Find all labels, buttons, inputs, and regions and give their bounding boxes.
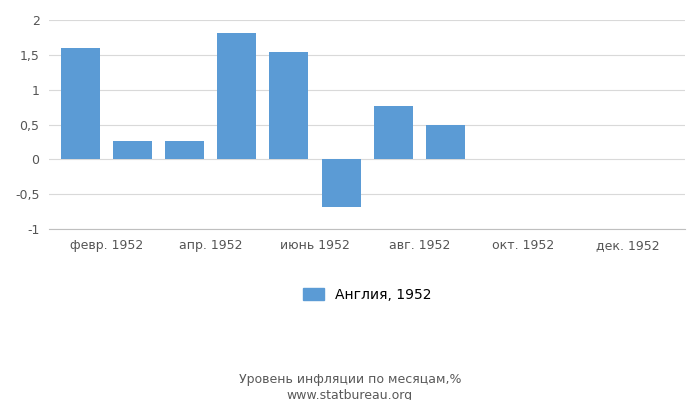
Bar <box>426 124 465 160</box>
Legend: Англия, 1952: Англия, 1952 <box>298 282 437 307</box>
Bar <box>165 141 204 160</box>
Bar <box>321 160 360 207</box>
Bar <box>270 52 309 160</box>
Text: Уровень инфляции по месяцам,%: Уровень инфляции по месяцам,% <box>239 374 461 386</box>
Bar <box>374 106 413 160</box>
Text: www.statbureau.org: www.statbureau.org <box>287 390 413 400</box>
Bar <box>217 32 256 160</box>
Bar <box>113 141 152 160</box>
Bar <box>61 48 100 160</box>
